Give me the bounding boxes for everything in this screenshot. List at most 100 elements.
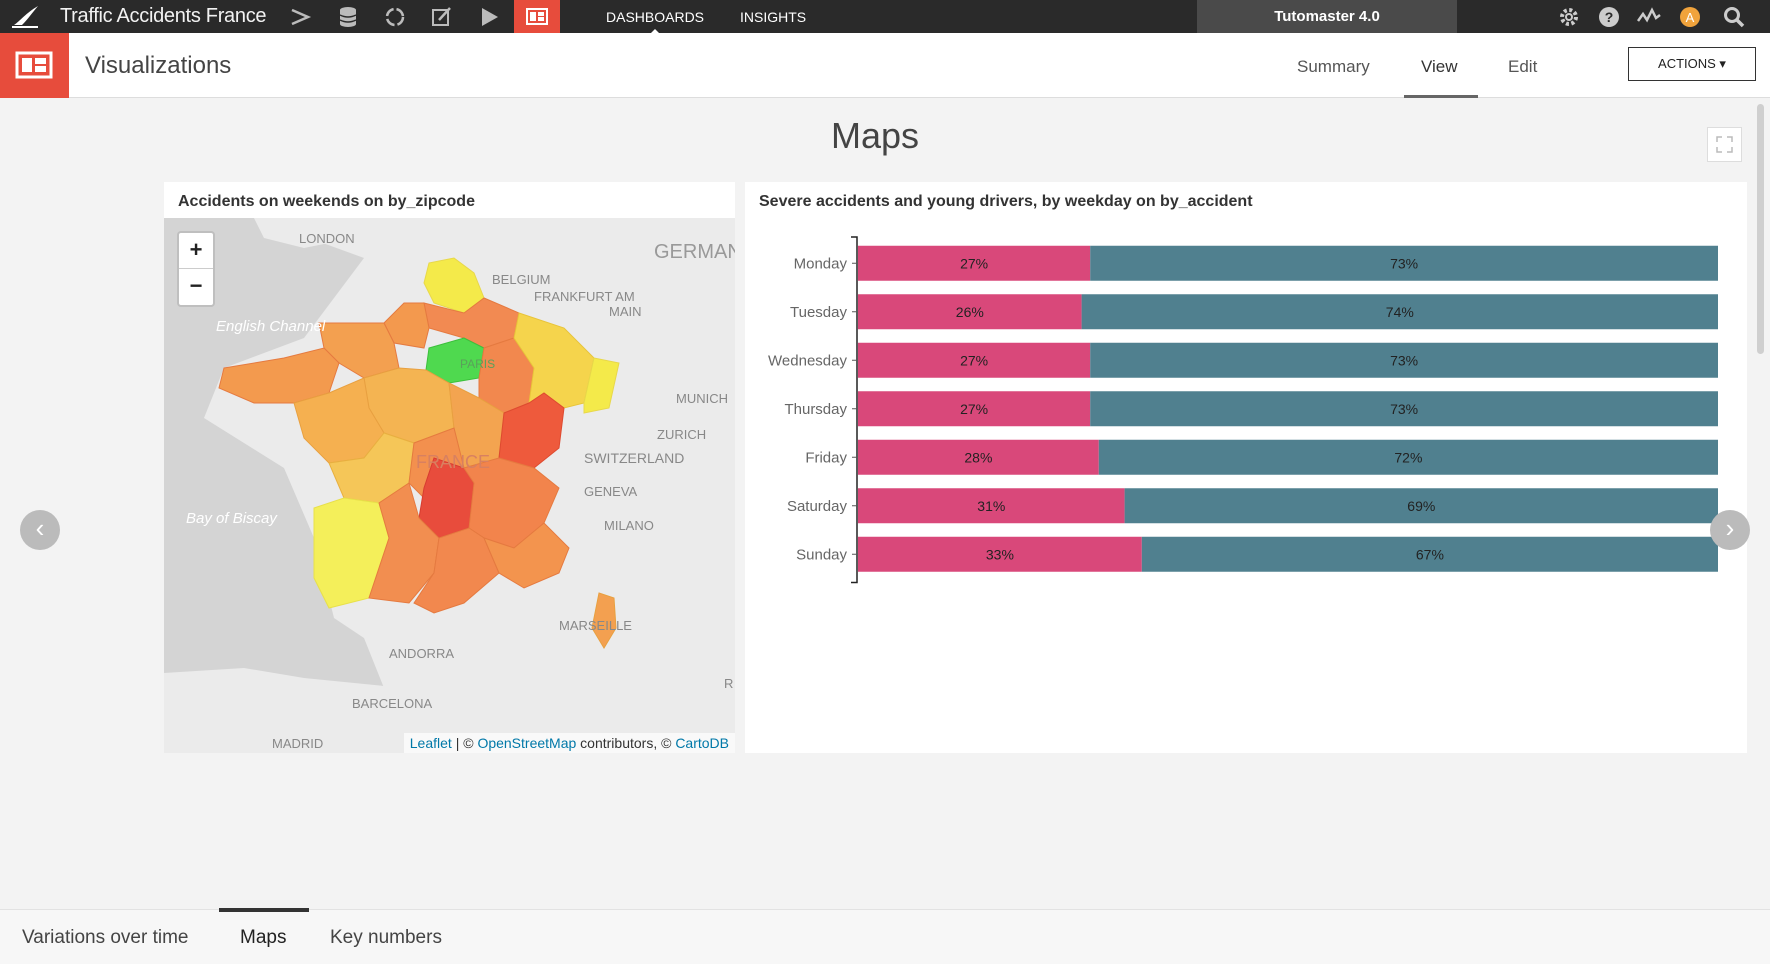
slide-tab-maps[interactable]: Maps: [240, 927, 287, 948]
bar-segment-other[interactable]: [1090, 391, 1718, 427]
bar-segment-severe[interactable]: [858, 294, 1082, 330]
svg-text:A: A: [1686, 10, 1695, 25]
bar-segment-other[interactable]: [1090, 342, 1718, 378]
region-languedoc[interactable]: [413, 527, 500, 614]
bar-segment-severe[interactable]: [858, 439, 1099, 475]
page-title: Maps: [830, 115, 920, 156]
actions-dropdown-button[interactable]: ACTIONS ▾: [1628, 47, 1756, 81]
chevron-left-icon: ‹: [35, 513, 45, 543]
map-tile: Accidents on weekends on by_zipcode: [164, 182, 735, 753]
label-main: MAIN: [609, 304, 642, 319]
dashboards-tool-button[interactable]: [514, 0, 560, 33]
project-title[interactable]: Traffic Accidents France: [60, 5, 267, 27]
label-english-channel: English Channel: [216, 318, 326, 335]
zoom-in-button[interactable]: +: [179, 233, 213, 269]
bar-value-label: 73%: [1390, 255, 1418, 271]
region-alsace[interactable]: [583, 357, 620, 414]
bar-segment-severe[interactable]: [858, 342, 1091, 378]
bar-value-label: 73%: [1390, 401, 1418, 417]
label-edge: R: [724, 676, 733, 691]
tab-edit[interactable]: Edit: [1508, 57, 1538, 76]
cartodb-link[interactable]: CartoDB: [675, 735, 729, 751]
label-germany: GERMAN: [654, 241, 735, 263]
previous-slide-button[interactable]: ‹: [20, 510, 60, 550]
datasets-icon[interactable]: [335, 4, 361, 30]
category-label: Tuesday: [790, 304, 847, 321]
category-label: Saturday: [787, 498, 848, 515]
leaflet-link[interactable]: Leaflet: [409, 735, 452, 751]
tab-view[interactable]: View: [1421, 57, 1458, 76]
project-name-tab[interactable]: Tutomaster 4.0: [1197, 0, 1457, 33]
category-label: Sunday: [796, 546, 847, 563]
active-tab-indicator: [1404, 95, 1478, 98]
activity-icon[interactable]: [1637, 5, 1661, 29]
nav-insights[interactable]: INSIGHTS: [740, 9, 807, 25]
bar-value-label: 73%: [1390, 352, 1418, 368]
label-marseille: MARSEILLE: [559, 618, 632, 633]
bar-segment-other[interactable]: [1141, 536, 1718, 572]
attribution-sep: | ©: [451, 735, 478, 751]
slide-tab-key-numbers[interactable]: Key numbers: [330, 927, 442, 948]
bar-segment-severe[interactable]: [858, 245, 1091, 281]
bar-segment-severe[interactable]: [858, 391, 1091, 427]
app-logo-icon[interactable]: [10, 3, 42, 29]
help-icon[interactable]: ?: [1597, 5, 1621, 29]
label-madrid: MADRID: [272, 736, 323, 751]
svg-text:?: ?: [1605, 9, 1614, 25]
y-axis: [851, 236, 858, 584]
category-label: Thursday: [784, 401, 847, 418]
slide-tab-variations[interactable]: Variations over time: [22, 927, 189, 948]
choropleth-map[interactable]: LONDON GERMAN BELGIUM FRANKFURT AM MAIN …: [164, 218, 735, 753]
region-corse[interactable]: [591, 592, 617, 649]
bar-value-label: 72%: [1394, 449, 1422, 465]
dashboard-icon: [15, 51, 53, 79]
bar-segment-other[interactable]: [1124, 488, 1718, 524]
active-slide-indicator: [219, 908, 309, 912]
user-avatar[interactable]: A: [1678, 5, 1702, 29]
label-bay-of-biscay: Bay of Biscay: [186, 510, 278, 527]
bar-value-label: 74%: [1386, 304, 1414, 320]
label-geneva: GENEVA: [584, 484, 638, 499]
expand-icon: [1716, 136, 1733, 153]
map-labels: LONDON GERMAN BELGIUM FRANKFURT AM MAIN …: [186, 231, 735, 751]
label-barcelona: BARCELONA: [352, 696, 433, 711]
nav-dashboards[interactable]: DASHBOARDS: [606, 9, 705, 34]
notebook-edit-icon[interactable]: [429, 4, 455, 30]
label-andorra: ANDORRA: [389, 646, 454, 661]
settings-gear-icon[interactable]: [1557, 5, 1581, 29]
next-slide-button[interactable]: ›: [1710, 510, 1750, 550]
map-tile-title: Accidents on weekends on by_zipcode: [178, 193, 475, 210]
bar-segment-severe[interactable]: [858, 536, 1142, 572]
osm-link[interactable]: OpenStreetMap: [477, 735, 577, 751]
map-attribution: Leaflet | © OpenStreetMap contributors, …: [403, 733, 735, 753]
category-label: Wednesday: [768, 352, 847, 369]
fullscreen-button[interactable]: [1707, 127, 1742, 162]
label-paris: PARIS: [460, 357, 495, 371]
top-navbar: Traffic Accidents France DASHBOARDS INSI…: [0, 0, 1770, 34]
zoom-out-button[interactable]: −: [189, 273, 203, 298]
bar-segment-other[interactable]: [1098, 439, 1718, 475]
page-scrollbar[interactable]: [1757, 104, 1764, 354]
dashboard-icon: [526, 8, 548, 25]
chart-tile: Severe accidents and young drivers, by w…: [745, 182, 1747, 753]
bar-value-label: 31%: [977, 498, 1005, 514]
label-france: FRANCE: [416, 452, 490, 472]
region-paca[interactable]: [483, 522, 570, 589]
run-play-icon[interactable]: [476, 4, 502, 30]
category-label: Friday: [805, 449, 847, 466]
bar-segment-other[interactable]: [1081, 294, 1718, 330]
chevron-right-icon: ›: [1725, 513, 1735, 543]
bar-value-label: 67%: [1416, 546, 1444, 562]
map-canvas[interactable]: LONDON GERMAN BELGIUM FRANKFURT AM MAIN …: [164, 218, 735, 753]
stacked-bar-chart[interactable]: Monday 27% 73% Tuesday 26% 74% Wednesday 27% 73%…: [745, 227, 1747, 627]
bar-segment-severe[interactable]: [858, 488, 1125, 524]
flow-icon[interactable]: [288, 4, 314, 30]
visualizations-section-button[interactable]: [0, 33, 69, 98]
bar-value-label: 28%: [964, 449, 992, 465]
search-icon[interactable]: [1722, 5, 1746, 29]
recipes-cycle-icon[interactable]: [382, 4, 408, 30]
britain-land: [254, 218, 364, 248]
bar-segment-other[interactable]: [1090, 245, 1718, 281]
label-zurich: ZURICH: [657, 427, 706, 442]
tab-summary[interactable]: Summary: [1297, 57, 1370, 76]
